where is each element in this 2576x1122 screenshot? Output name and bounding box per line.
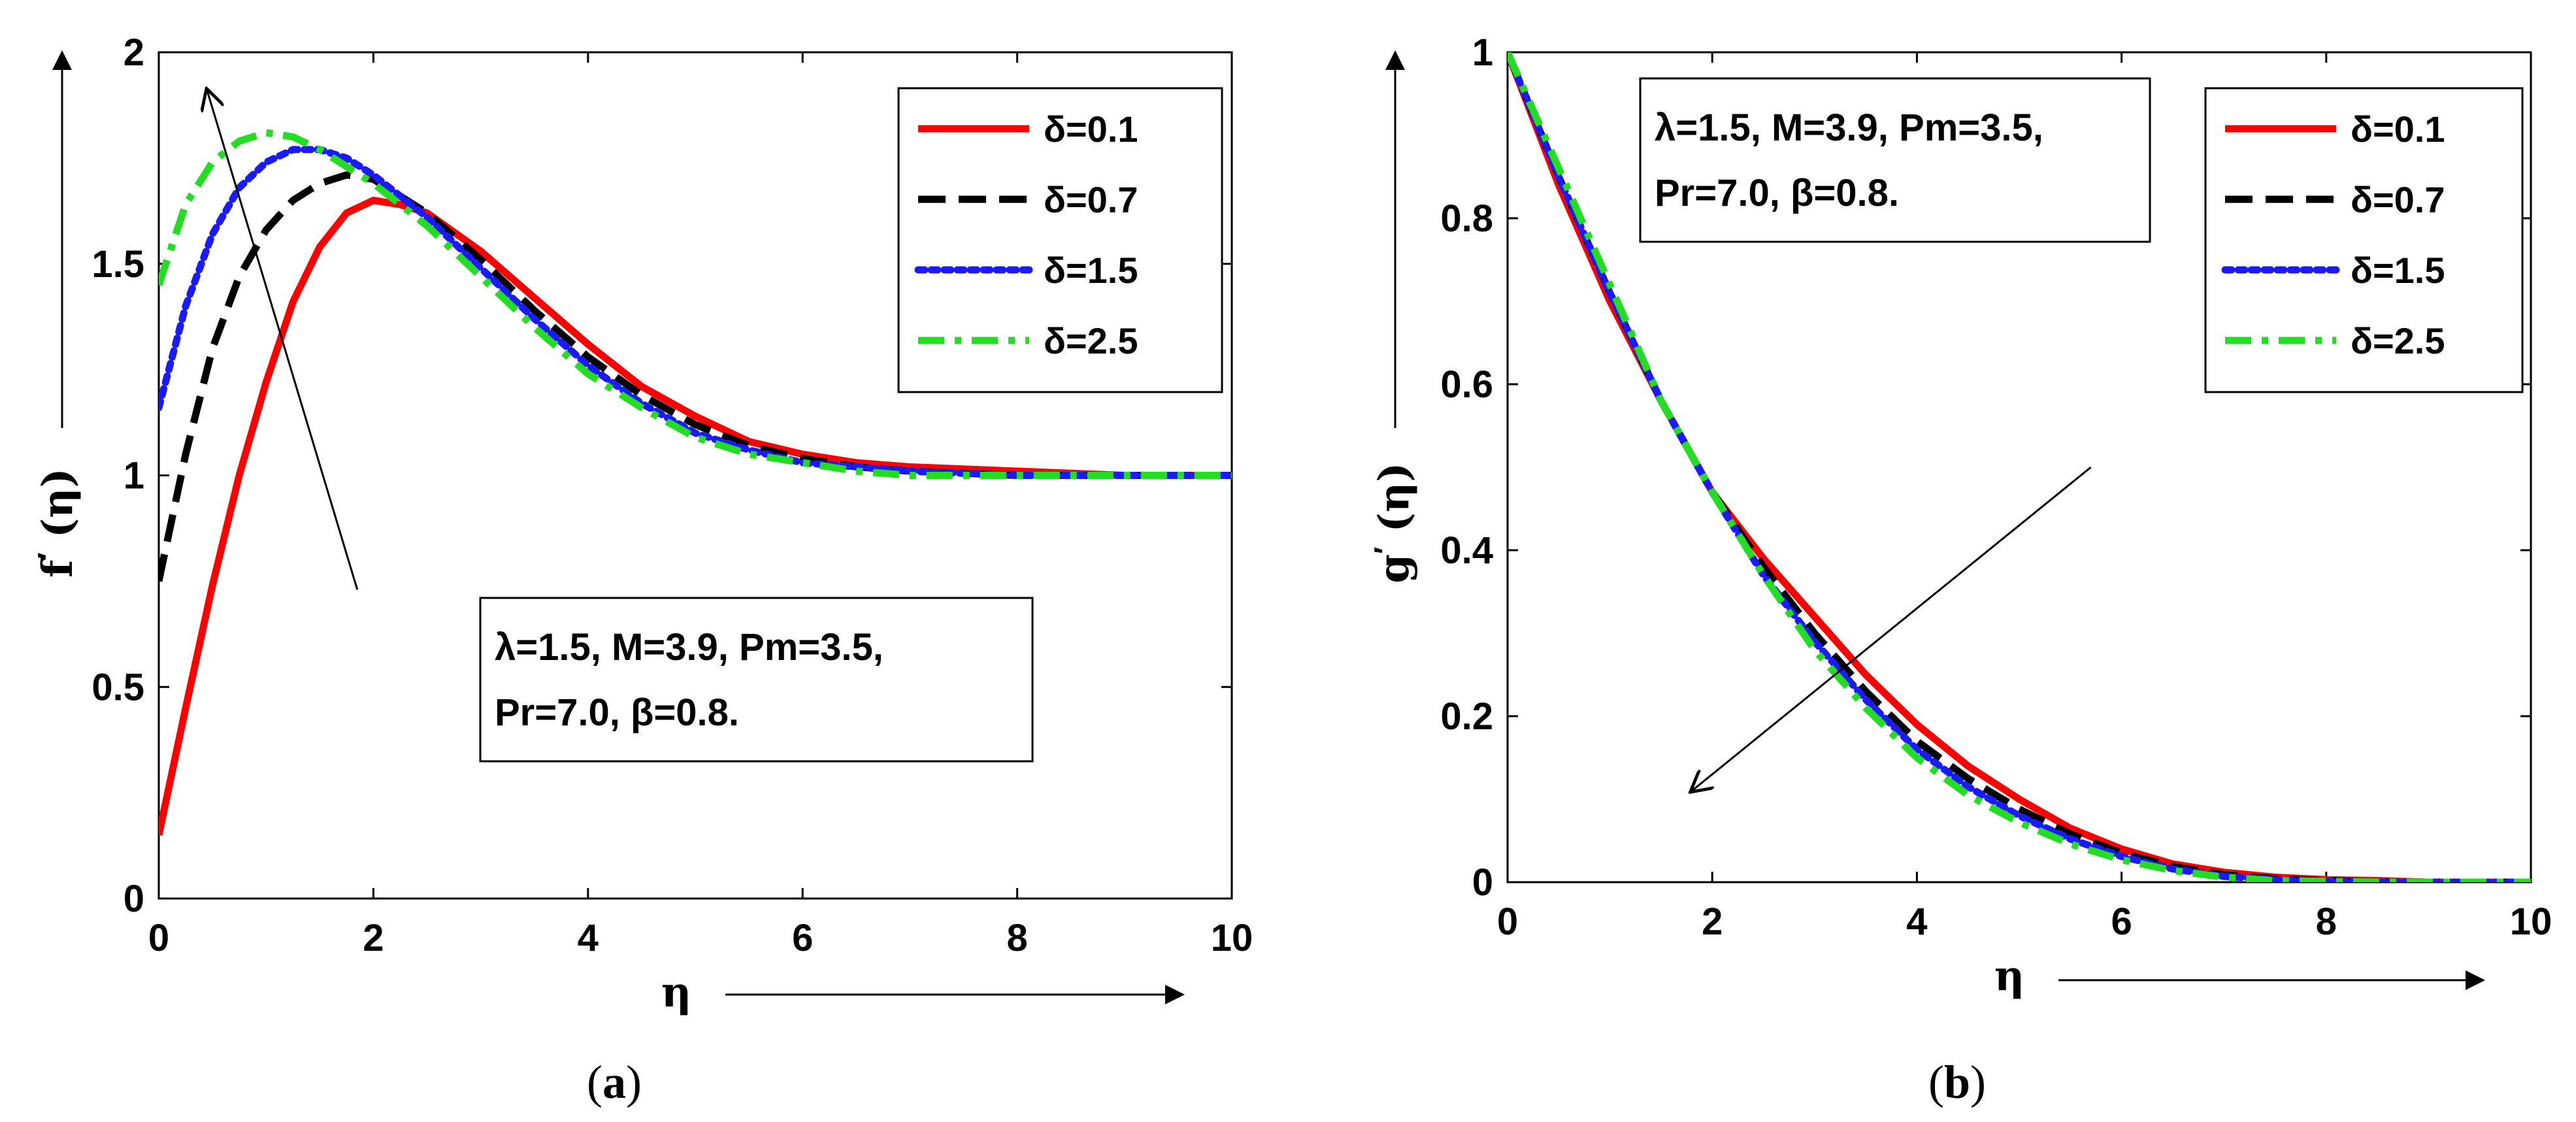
annotation-line-1: λ=1.5, M=3.9, Pm=3.5, — [1655, 107, 2043, 149]
annotation-line-1: λ=1.5, M=3.9, Pm=3.5, — [495, 626, 883, 668]
caption-letter: b — [1944, 1056, 1970, 1108]
legend-label-3: δ=1.5 — [2351, 250, 2445, 291]
x-tick-label: 4 — [1906, 900, 1927, 943]
x-tick-label: 8 — [2316, 900, 2337, 943]
y-label-arg: (η) — [33, 468, 82, 552]
y-tick-label: 0.6 — [1440, 363, 1493, 406]
series-line-3 — [159, 146, 1232, 479]
legend-label-1: δ=0.1 — [1044, 108, 1138, 150]
chart-panel-a: 0 2 4 6 8 10 0 0.5 1 1.5 2 δ=0.1 δ=0.7 δ=1.5 δ=2.5 λ=1.… — [31, 31, 1253, 1108]
legend-box — [2204, 87, 2524, 393]
panel-caption: (b) — [1928, 1056, 1986, 1108]
y-tick-label: 0.2 — [1440, 695, 1493, 738]
parameter-annotation: λ=1.5, M=3.9, Pm=3.5, Pr=7.0, β=0.8. — [1639, 77, 2151, 243]
series-line-4 — [159, 129, 1232, 479]
x-tick-label: 8 — [1006, 917, 1027, 959]
series-group — [159, 129, 1232, 836]
x-axis-label: η — [661, 968, 692, 1017]
caption-close: ) — [626, 1056, 642, 1108]
chart-panel-b: 0 2 4 6 8 10 0 0.2 0.4 0.6 0.8 1 δ=0.1 δ=0.7 δ=1.5 δ=2.… — [1368, 31, 2552, 1108]
caption-open: ( — [587, 1056, 603, 1108]
x-tick-label: 0 — [148, 917, 169, 959]
legend-label-2: δ=0.7 — [1044, 179, 1138, 220]
y-tick-label: 0 — [1472, 861, 1493, 904]
legend-label-2: δ=0.7 — [2351, 179, 2445, 220]
y-label-prime: ′ — [1368, 547, 1402, 554]
y-axis-label: f′ (η) — [31, 468, 82, 578]
annotation-line-2: Pr=7.0, β=0.8. — [1655, 172, 1899, 214]
y-tick-label: 1 — [124, 455, 144, 497]
annotation-box — [479, 597, 1034, 763]
legend-label-4: δ=2.5 — [2351, 320, 2445, 361]
legend-label-1: δ=0.1 — [2351, 108, 2445, 150]
legend: δ=0.1 δ=0.7 δ=1.5 δ=2.5 — [897, 87, 1223, 393]
y-label-name: f — [33, 557, 82, 578]
x-tick-label: 0 — [1497, 900, 1518, 943]
x-axis-label: η — [1994, 951, 2025, 1000]
y-label-prime: ′ — [31, 552, 65, 559]
y-tick-label: 0.5 — [91, 666, 144, 708]
series-line-2 — [159, 171, 1232, 582]
x-tick-label: 2 — [363, 917, 384, 959]
legend-label-4: δ=2.5 — [1044, 320, 1138, 361]
caption-open: ( — [1928, 1056, 1944, 1108]
legend-box — [897, 87, 1223, 393]
y-tick-label: 1.5 — [91, 243, 144, 286]
parameter-annotation: λ=1.5, M=3.9, Pm=3.5, Pr=7.0, β=0.8. — [479, 597, 1034, 763]
y-label-arg: (η) — [1370, 462, 1419, 546]
y-tick-label: 0.8 — [1440, 197, 1493, 240]
series-line-4 — [1508, 52, 2531, 882]
x-tick-label: 10 — [1211, 917, 1253, 959]
x-tick-label: 4 — [578, 917, 599, 959]
series-group — [1508, 52, 2531, 882]
y-tick-label: 0.4 — [1440, 529, 1493, 572]
y-tick-label: 0 — [124, 878, 144, 920]
annotation-line-2: Pr=7.0, β=0.8. — [495, 691, 739, 734]
trend-arrow — [207, 90, 359, 590]
y-label-name: g — [1370, 554, 1419, 584]
y-axis-label: g′ (η) — [1368, 462, 1419, 583]
x-tick-label: 6 — [792, 917, 813, 959]
trend-arrow — [1692, 466, 2092, 791]
panel-caption: (a) — [587, 1056, 642, 1108]
legend-label-3: δ=1.5 — [1044, 250, 1138, 291]
x-tick-label: 2 — [1702, 900, 1723, 943]
annotation-box — [1639, 77, 2151, 243]
caption-close: ) — [1970, 1056, 1986, 1108]
legend: δ=0.1 δ=0.7 δ=1.5 δ=2.5 — [2204, 87, 2524, 393]
series-line-1 — [159, 197, 1232, 836]
x-tick-label: 6 — [2111, 900, 2132, 943]
y-tick-label: 1 — [1472, 31, 1493, 74]
x-tick-label: 10 — [2510, 900, 2552, 943]
caption-letter: a — [603, 1056, 626, 1108]
y-tick-label: 2 — [124, 31, 144, 74]
